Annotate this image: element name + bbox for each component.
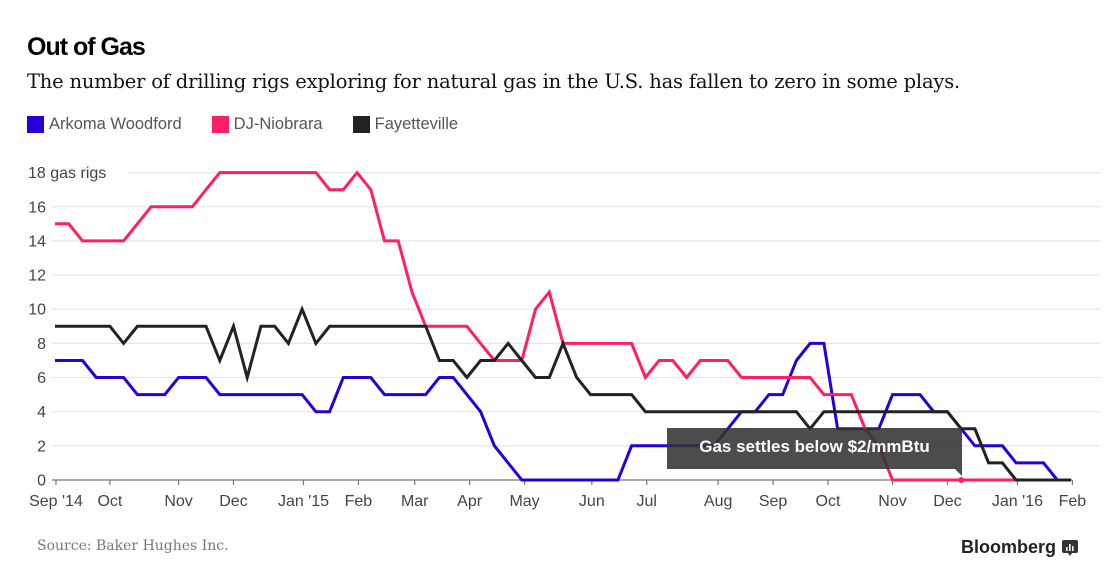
legend-label-arkoma-woodford: Arkoma Woodford (49, 115, 182, 133)
legend-item-arkoma-woodford: Arkoma Woodford (27, 115, 182, 134)
y-tick-label: 4 (37, 404, 46, 421)
x-tick-label: Jun (579, 493, 605, 510)
x-tick-label: Apr (457, 493, 483, 510)
y-tick-label: 0 (37, 473, 46, 490)
chart-subtitle: The number of drilling rigs exploring fo… (27, 70, 961, 93)
chart-title: Out of Gas (27, 33, 146, 61)
y-tick-label: 14 (28, 233, 46, 250)
annotation-gas-price: Gas settles below $2/mmBtu (667, 428, 962, 469)
x-tick-label: Jan '16 (992, 493, 1043, 510)
x-tick-label: Jul (637, 493, 657, 510)
annotation-dot (958, 477, 965, 483)
x-tick-label: Feb (1059, 493, 1087, 510)
x-tick-label: Dec (219, 493, 247, 510)
x-tick-label: Sep (759, 493, 788, 510)
x-tick-label: Aug (704, 493, 732, 510)
x-tick-label: May (509, 493, 539, 510)
legend-label-dj-niobrara: DJ-Niobrara (233, 115, 323, 133)
y-tick-label: 10 (28, 302, 46, 319)
y-tick-label: 18 gas rigs (28, 165, 106, 182)
y-tick-label: 8 (37, 336, 46, 353)
bloomberg-chart-icon (1062, 539, 1079, 556)
legend-item-dj-niobrara: DJ-Niobrara (211, 115, 323, 134)
y-tick-label: 12 (28, 268, 46, 285)
x-tick-label: Nov (164, 493, 192, 510)
legend-swatch-fayetteville (352, 116, 370, 133)
x-tick-label: Sep '14 (29, 493, 83, 510)
legend: Arkoma Woodford DJ-Niobrara Fayetteville (27, 115, 488, 134)
x-tick-label: Nov (878, 493, 906, 510)
y-tick-label: 16 (28, 199, 46, 216)
series-line-fayetteville (55, 305, 1071, 482)
gridlines (52, 172, 1100, 447)
y-tick-label: 6 (37, 370, 46, 387)
x-axis: Sep '14 Oct Nov Dec Jan '15 Feb Mar Apr May Jun Ju… (29, 479, 1087, 510)
annotation-pointer (955, 469, 962, 476)
y-tick-label: 2 (37, 438, 46, 455)
source-note: Source: Baker Hughes Inc. (37, 538, 229, 554)
annotation-marks (958, 477, 965, 483)
legend-swatch-arkoma-woodford (27, 116, 44, 133)
legend-label-fayetteville: Fayetteville (374, 115, 459, 133)
brand-logo: Bloomberg (961, 537, 1079, 558)
x-tick-label: Jan '15 (278, 493, 329, 510)
series-line-arkoma-woodford (55, 341, 1071, 482)
legend-item-fayetteville: Fayetteville (352, 115, 459, 134)
brand-name: Bloomberg (961, 537, 1057, 557)
x-tick-label: Dec (933, 493, 961, 510)
x-tick-label: Oct (97, 493, 122, 510)
x-tick-label: Mar (401, 493, 429, 510)
legend-swatch-dj-niobrara (211, 116, 229, 133)
y-axis: 0 2 4 6 8 10 12 14 16 18 gas rigs (28, 165, 106, 489)
series-lines (55, 170, 1071, 482)
x-tick-label: Oct (816, 493, 841, 510)
x-tick-label: Feb (345, 493, 373, 510)
